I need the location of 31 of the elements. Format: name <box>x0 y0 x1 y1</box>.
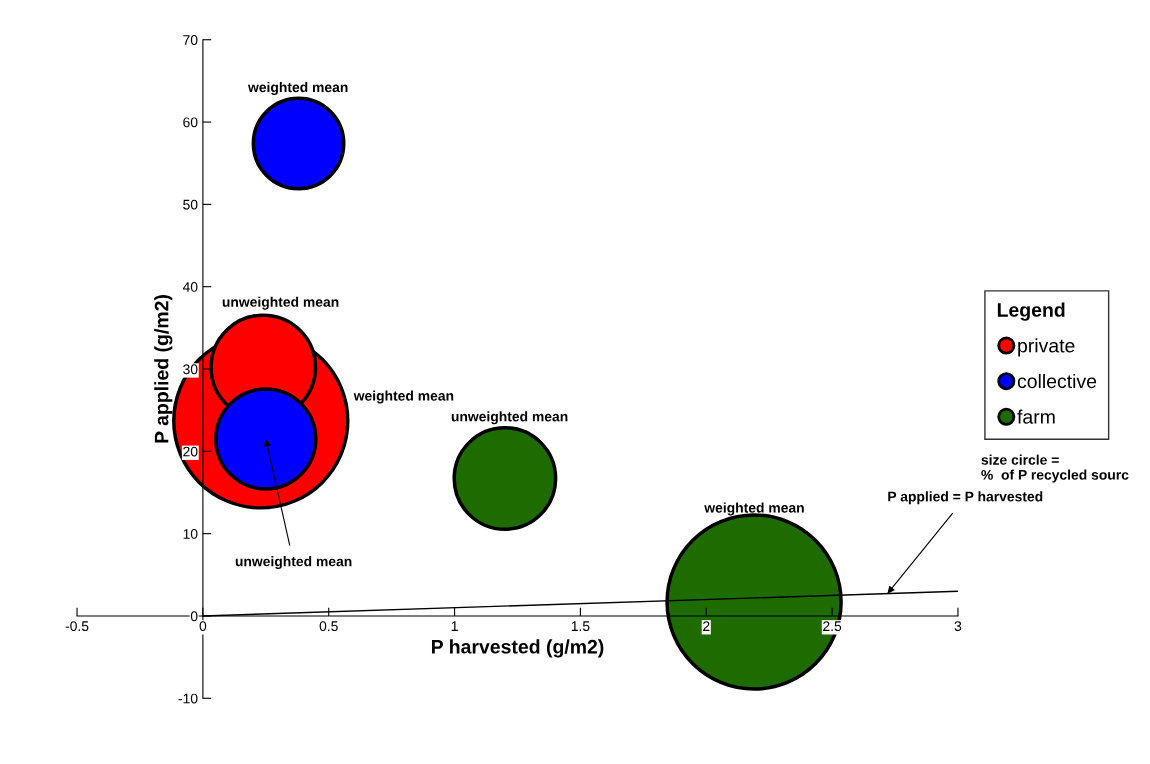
annotation: unweighted mean <box>235 556 352 570</box>
x-tick-label: 1.5 <box>571 621 590 632</box>
y-tick-label: 20 <box>183 446 198 457</box>
y-tick-label: 10 <box>183 528 198 539</box>
x-tick-label: -0.5 <box>65 621 89 632</box>
y-tick-label: -10 <box>178 693 198 704</box>
annotation: weighted mean <box>247 81 348 95</box>
x-tick-label: 2.5 <box>823 621 842 632</box>
x-tick-label: 1 <box>451 621 458 631</box>
legend-label: farm <box>1017 409 1055 424</box>
y-axis-title: P applied (g/m2) <box>154 295 173 443</box>
legend-title: Legend <box>997 302 1065 321</box>
annotation: unweighted mean <box>451 411 568 425</box>
legend-label: private <box>1018 338 1075 357</box>
x-axis-title: P harvested (g/m2) <box>431 639 604 658</box>
y-tick-label: 50 <box>183 199 198 210</box>
x-tick-label: 2 <box>703 621 710 631</box>
y-tick-label: 60 <box>183 117 198 128</box>
annotation: weighted mean <box>353 390 454 404</box>
annotation: P applied = P harvested <box>888 491 1043 505</box>
x-tick-label: 3 <box>954 621 962 632</box>
y-tick-label: 70 <box>183 35 198 45</box>
y-tick-label: 40 <box>182 282 198 292</box>
y-tick-label: 0 <box>190 611 198 622</box>
x-tick-label: 0.5 <box>319 621 338 632</box>
legend-label: collective <box>1017 373 1097 389</box>
annotation: weighted mean <box>704 502 804 516</box>
annotation: unweighted mean <box>222 296 339 310</box>
x-tick-label: 0 <box>199 621 207 632</box>
text: size circle = % of P recycled sourc <box>981 454 1129 483</box>
y-tick-label: 30 <box>183 364 198 375</box>
